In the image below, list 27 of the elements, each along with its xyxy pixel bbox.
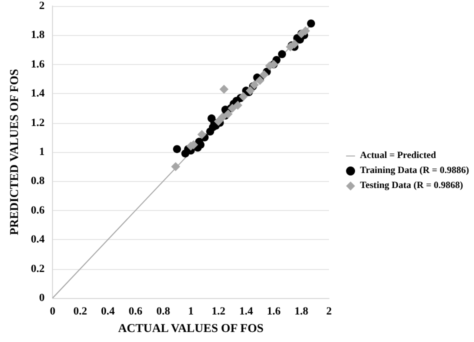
y-tick-label: 1.2 xyxy=(30,116,46,129)
x-tick-label: 1.2 xyxy=(212,306,226,318)
legend-label: Testing Data (R = 0.9868) xyxy=(360,181,464,191)
legend-label: Training Data (R = 0.9886) xyxy=(360,166,470,176)
y-tick-label: 1.8 xyxy=(30,29,46,42)
y-tick-label: 0.8 xyxy=(30,175,46,188)
x-tick-label: 1.8 xyxy=(294,306,309,318)
y-tick-label: 1.4 xyxy=(30,88,46,100)
x-axis-title: ACTUAL VALUES OF FOS xyxy=(118,321,264,335)
x-tick-label: 0.8 xyxy=(156,306,171,318)
x-tick-label: 1.4 xyxy=(239,306,254,318)
y-tick-label: 2 xyxy=(39,0,46,12)
x-tick-label: 1 xyxy=(188,306,194,318)
x-tick-label: 0.4 xyxy=(101,306,116,318)
y-tick-label: 1 xyxy=(39,146,45,158)
x-tick-label: 1.6 xyxy=(266,306,282,318)
y-tick-label: 1.6 xyxy=(30,58,46,70)
y-tick-label: 0 xyxy=(39,292,46,304)
y-tick-label: 0.2 xyxy=(30,262,46,275)
x-tick-label: 2 xyxy=(326,306,332,318)
legend-label: Actual = Predicted xyxy=(360,151,437,161)
y-tick-label: 0.6 xyxy=(30,204,46,216)
x-tick-label: 0.6 xyxy=(128,306,143,318)
y-tick-label: 0.4 xyxy=(30,234,46,246)
x-tick-label: 0.2 xyxy=(73,306,88,318)
y-axis-title: PREDICTED VALUES OF FOS xyxy=(7,68,21,236)
x-tick-label: 0 xyxy=(50,306,56,318)
